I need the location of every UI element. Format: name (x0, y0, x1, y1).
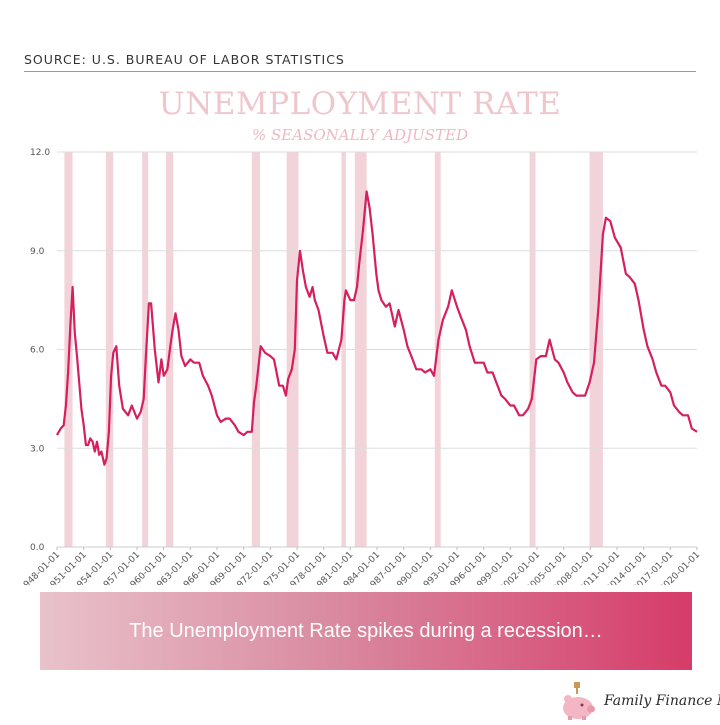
chart-subtitle: % SEASONALLY ADJUSTED (251, 126, 468, 144)
logo-text: Family Finance Mom (604, 693, 720, 709)
y-tick-label: 3.0 (30, 444, 45, 454)
unemployment-line-chart: 0.03.06.09.012.01948-01-011951-01-011954… (18, 148, 702, 585)
banner-text: The Unemployment Rate spikes during a re… (129, 619, 603, 642)
divider-line (24, 71, 696, 72)
piggy-bank-icon (563, 682, 595, 720)
y-tick-label: 6.0 (30, 346, 45, 356)
source-note: SOURCE: U.S. BUREAU OF LABOR STATISTICS (24, 52, 345, 67)
unemployment-series-line (56, 190, 698, 466)
chart-title: UNEMPLOYMENT RATE (158, 86, 562, 122)
y-tick-label: 9.0 (30, 247, 45, 257)
brand-logo: Family Finance Mom (556, 680, 720, 720)
y-tick-label: 0.0 (30, 543, 45, 553)
caption-banner: The Unemployment Rate spikes during a re… (40, 592, 692, 670)
y-tick-label: 12.0 (30, 148, 50, 158)
